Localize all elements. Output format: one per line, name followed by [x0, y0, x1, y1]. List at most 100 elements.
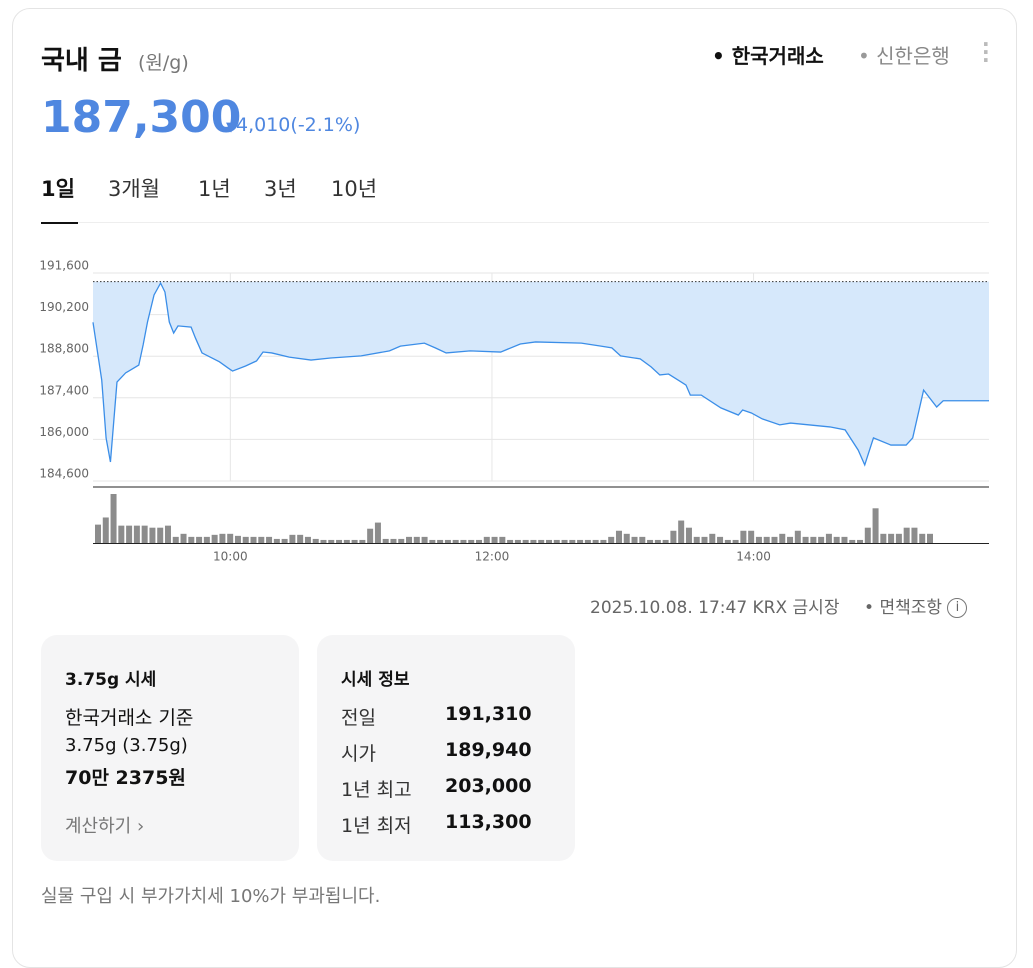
volume-bar: [406, 536, 413, 543]
volume-bar: [242, 536, 249, 543]
volume-bar: [880, 533, 887, 543]
volume-bar: [359, 539, 366, 543]
volume-bar: [522, 539, 529, 543]
tab[interactable]: 1년: [198, 177, 231, 201]
info-label: 전일: [341, 707, 376, 729]
volume-bar: [468, 539, 475, 543]
card-title: 3.75g 시세: [65, 670, 157, 690]
volume-bar: [367, 528, 374, 543]
volume-bar: [670, 530, 677, 543]
volume-bar: [118, 525, 125, 543]
volume-bar: [157, 527, 164, 543]
y-tick-label: 188,800: [39, 342, 89, 356]
volume-bar: [289, 534, 296, 543]
volume-bar: [732, 539, 739, 543]
volume-bar: [227, 533, 234, 543]
volume-bar: [903, 527, 910, 543]
volume-bar: [483, 536, 490, 543]
volume-bar: [499, 536, 506, 543]
change-value: 4,010: [236, 114, 291, 136]
info-label: 시가: [341, 743, 376, 765]
volume-bar: [180, 533, 187, 543]
volume-bar: [561, 539, 568, 543]
price-line: [92, 281, 989, 467]
tab[interactable]: 3개월: [108, 177, 161, 201]
volume-bar: [849, 539, 856, 543]
volume-bar: [779, 533, 786, 543]
volume-bar: [514, 539, 521, 543]
volume-bar: [857, 539, 864, 543]
volume-bar: [413, 536, 420, 543]
info-label: 1년 최저: [341, 815, 412, 837]
source-label: 신한은행: [876, 44, 950, 68]
disclaimer[interactable]: • 면책조항 i: [864, 593, 968, 618]
x-tick-label: 10:00: [213, 550, 248, 564]
y-tick-label: 190,200: [39, 300, 89, 314]
y-tick-label: 191,600: [39, 259, 89, 273]
tab[interactable]: 10년: [331, 177, 378, 201]
footer-stamp: 2025.10.08. 17:47 KRX 금시장: [590, 598, 840, 618]
basis: 한국거래소 기준: [65, 707, 194, 729]
volume-bar: [203, 536, 210, 543]
volume-bar: [615, 530, 622, 543]
volume-bar: [507, 539, 514, 543]
volume-bar: [110, 494, 117, 543]
volume-bar: [888, 533, 895, 543]
volume-bar: [654, 539, 661, 543]
menu[interactable]: · · ·: [982, 32, 990, 72]
unit: (원/g): [138, 52, 189, 74]
volume-bar: [794, 530, 801, 543]
volume-bar: [724, 539, 731, 543]
volume-bar: [911, 527, 918, 543]
chart: 184,600 186,000 187,400 188,800 190,200 191,6…: [39, 259, 989, 564]
volume-bar: [608, 536, 615, 543]
volume-bar: [343, 539, 350, 543]
volume-bar: [709, 533, 716, 543]
volume-bar: [312, 538, 319, 543]
volume-bar: [919, 533, 926, 543]
info-value: 191,310: [445, 703, 532, 725]
volume-bar: [398, 538, 405, 543]
volume-bar: [126, 525, 133, 543]
volume-bar: [452, 539, 459, 543]
volume-bar: [476, 539, 483, 543]
source-tab[interactable]: • 신한은행: [858, 44, 950, 68]
volume-bar: [600, 539, 607, 543]
change: ▼4,010(-2.1%): [226, 114, 361, 136]
volume-bar: [444, 539, 451, 543]
divider: [41, 222, 989, 223]
volume-bar: [437, 539, 444, 543]
volume-bar: [273, 538, 280, 543]
volume-bar: [631, 536, 638, 543]
volume-bar: [328, 539, 335, 543]
calc-link[interactable]: 계산하기 ›: [65, 816, 145, 837]
volume-bar: [810, 536, 817, 543]
volume-bar: [297, 534, 304, 543]
source-tab[interactable]: • 한국거래소: [712, 44, 824, 68]
area: [93, 281, 989, 465]
volume-bar: [390, 538, 397, 543]
volume-bar: [304, 536, 311, 543]
volume-bar: [553, 539, 560, 543]
volume-bar: [717, 536, 724, 543]
volume-bar: [927, 533, 933, 543]
card-weight: 3.75g 시세 한국거래소 기준 3.75g (3.75g) 70만 2375…: [41, 635, 299, 861]
volume-bar: [841, 536, 848, 543]
volume-bar: [771, 536, 778, 543]
volume-bar: [592, 539, 599, 543]
volume-bar: [172, 536, 179, 543]
volume-bar: [787, 536, 794, 543]
amount: 70만 2375원: [65, 767, 186, 789]
volume-bar: [872, 508, 879, 543]
volume-bar: [833, 536, 840, 543]
volume-bar: [250, 536, 257, 543]
tab[interactable]: 3년: [264, 177, 297, 201]
volume-bar: [623, 533, 630, 543]
volume-bar: [164, 525, 171, 543]
volume-bar: [258, 536, 265, 543]
y-tick-label: 187,400: [39, 383, 89, 397]
volume-bar: [740, 530, 747, 543]
note: 실물 구입 시 부가가치세 10%가 부과됩니다.: [41, 886, 381, 907]
tab[interactable]: 1일: [41, 177, 75, 201]
info-value: 203,000: [445, 775, 532, 797]
